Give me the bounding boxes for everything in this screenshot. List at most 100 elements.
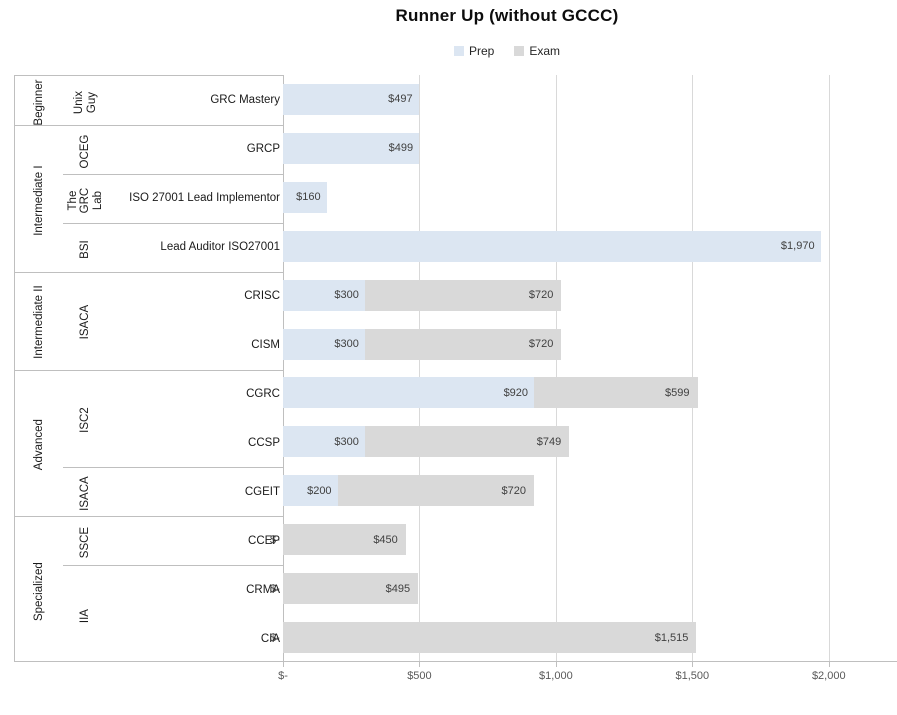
- org-divider: [63, 223, 284, 224]
- exam-value-label: $495: [385, 582, 411, 595]
- gridline: [828, 75, 830, 661]
- axis-tick-mark: [283, 662, 284, 667]
- exam-value-label: $450: [373, 533, 398, 546]
- bar-row: $160: [283, 181, 897, 213]
- cert-label: Lead Auditor ISO27001: [160, 241, 280, 254]
- org-label-text: SSCE: [79, 527, 92, 559]
- prep-value-label: $-: [270, 631, 280, 644]
- prep-series-swatch: [453, 46, 464, 56]
- org-label: ISC2: [63, 370, 108, 468]
- cert-label: CISM: [251, 339, 280, 352]
- exam-bar-segment[interactable]: $495: [283, 573, 419, 605]
- level-divider: [15, 370, 284, 371]
- org-label-text: ISACA: [79, 305, 92, 340]
- cert-label: CCEP: [248, 534, 280, 547]
- bar-row: $499: [283, 132, 897, 164]
- prep-value-label: $497: [388, 93, 413, 106]
- exam-bar-segment[interactable]: $450: [283, 524, 406, 556]
- level-divider: [15, 125, 284, 126]
- legend-label-exam: Exam: [529, 44, 561, 58]
- legend: Prep Exam: [117, 44, 897, 58]
- category-axis-labels: Beginner Unix Guy GRC Mastery Intermediate …: [14, 75, 284, 663]
- prep-bar-segment[interactable]: $1,970: [283, 230, 821, 262]
- prep-value-label: $920: [503, 386, 529, 399]
- prep-value-label: $300: [334, 338, 359, 351]
- level-label-text: Beginner: [32, 79, 45, 126]
- gridline: [692, 75, 694, 661]
- prep-value-label: $200: [307, 484, 332, 497]
- prep-bar-segment[interactable]: $300: [283, 328, 365, 360]
- prep-value-label: $499: [388, 142, 414, 155]
- level-label-text: Intermediate II: [32, 285, 45, 360]
- prep-bar-segment[interactable]: $200: [283, 475, 338, 507]
- prep-value-label: $1,970: [780, 240, 815, 253]
- exam-bar-segment[interactable]: $749: [364, 426, 570, 458]
- exam-bar-segment[interactable]: $599: [534, 377, 698, 409]
- bar-row: $- $495: [270, 573, 897, 605]
- org-label: ISACA: [63, 272, 108, 370]
- bar-row: $920 $599: [283, 377, 897, 409]
- prep-bar-segment[interactable]: $497: [283, 83, 419, 115]
- org-label: Unix Guy: [63, 76, 108, 125]
- level-label: Specialized: [15, 516, 63, 663]
- org-label-text: Unix Guy: [73, 90, 98, 114]
- legend-item-exam[interactable]: Exam: [514, 44, 560, 58]
- cert-label: CGRC: [246, 387, 280, 400]
- level-label-text: Intermediate I: [32, 165, 45, 236]
- level-divider: [15, 516, 284, 517]
- axis-tick-mark: [692, 662, 694, 667]
- prep-value-label: $300: [334, 289, 359, 302]
- level-label: Beginner: [15, 76, 63, 125]
- x-tick-label: $1,500: [675, 670, 710, 682]
- gridline: [283, 75, 284, 661]
- exam-series-swatch: [514, 46, 525, 56]
- cert-label: CCSP: [248, 436, 280, 449]
- org-label: BSI: [63, 223, 108, 272]
- axis-tick-mark: [828, 662, 830, 667]
- prep-value-label: $300: [334, 435, 359, 448]
- plot-area: $497 $499 $160 $1,970 $300 $720 $300 $720 $920 $5…: [270, 75, 897, 667]
- cert-label: CRMA: [246, 583, 280, 596]
- prep-bar-segment[interactable]: $300: [283, 426, 365, 458]
- org-label: OCEG: [63, 125, 108, 174]
- cert-label: ISO 27001 Lead Implementor: [129, 192, 280, 205]
- bar-row: $300 $720: [283, 279, 897, 311]
- org-label: The GRC Lab: [63, 174, 108, 223]
- cert-label: CIA: [260, 632, 280, 645]
- exam-bar-segment[interactable]: $720: [364, 279, 562, 311]
- cert-label: GRCP: [246, 143, 280, 156]
- org-divider: [63, 174, 284, 175]
- chart-title[interactable]: Runner Up (without GCCC): [395, 6, 619, 25]
- cert-label: CGEIT: [244, 485, 280, 498]
- level-label-text: Specialized: [32, 562, 45, 622]
- exam-bar-segment[interactable]: $720: [364, 328, 562, 360]
- prep-bar-segment[interactable]: $920: [283, 377, 535, 409]
- bar-row: $- $450: [270, 524, 897, 556]
- axis-tick-mark: [419, 662, 421, 667]
- exam-value-label: $1,515: [654, 631, 689, 644]
- prep-bar-segment[interactable]: $160: [283, 181, 327, 213]
- exam-bar-segment[interactable]: $1,515: [283, 622, 697, 654]
- legend-label-prep: Prep: [468, 44, 495, 58]
- chart-body: Beginner Unix Guy GRC Mastery Intermediate …: [14, 75, 897, 667]
- level-label: Intermediate I: [15, 125, 63, 272]
- x-tick-label: $500: [407, 670, 432, 682]
- x-tick-label: $-: [278, 670, 288, 682]
- org-label-text: BSI: [79, 239, 92, 259]
- exam-value-label: $749: [536, 435, 562, 448]
- org-label-text: IIA: [79, 609, 92, 624]
- legend-item-prep[interactable]: Prep: [453, 44, 495, 58]
- gridline: [419, 75, 421, 661]
- x-tick-label: $1,000: [539, 670, 573, 682]
- prep-value-label: $-: [270, 582, 280, 595]
- cert-label: CRISC: [244, 290, 280, 303]
- prep-bar-segment[interactable]: $300: [283, 279, 365, 311]
- bar-row: $497: [283, 83, 897, 115]
- x-tick-label: $2,000: [811, 670, 846, 682]
- exam-bar-segment[interactable]: $720: [337, 475, 535, 507]
- exam-value-label: $720: [528, 338, 554, 351]
- prep-bar-segment[interactable]: $499: [283, 132, 420, 164]
- org-label: ISACA: [63, 467, 108, 516]
- gridline: [555, 75, 557, 661]
